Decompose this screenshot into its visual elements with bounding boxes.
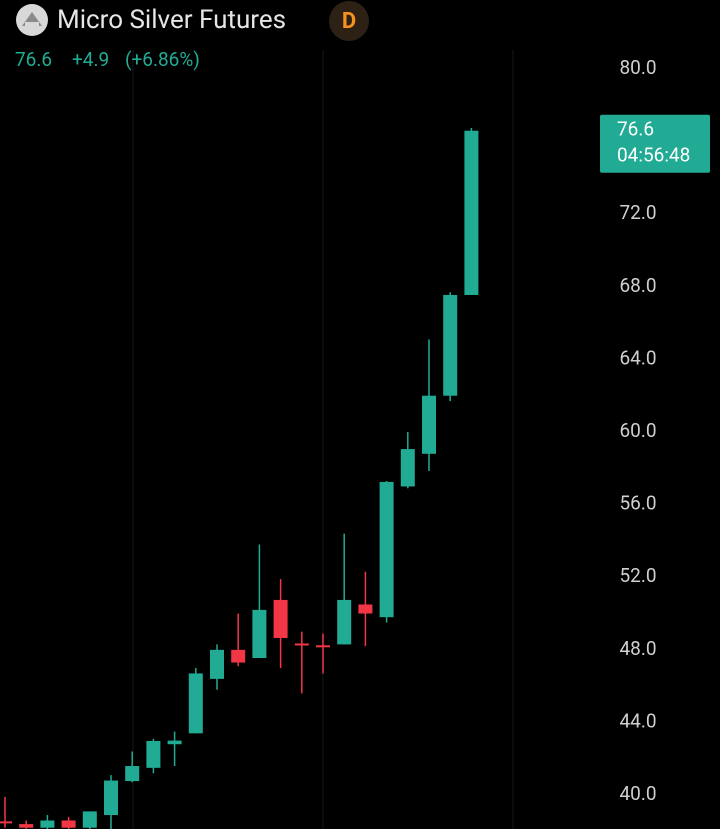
candle-body (316, 645, 330, 648)
candle-body (464, 130, 479, 295)
candle-body (167, 740, 182, 745)
interval-badge[interactable] (329, 1, 369, 41)
candle-body (125, 766, 140, 782)
candle-body (443, 294, 458, 396)
y-tick-label: 60.0 (619, 419, 656, 442)
y-tick-label: 48.0 (619, 637, 656, 660)
candle-body (231, 649, 246, 663)
y-tick-label: 72.0 (619, 201, 656, 224)
candle-body (104, 780, 118, 816)
candle-body (146, 740, 161, 768)
change: +4.9 (72, 48, 109, 71)
candle-body (422, 395, 436, 454)
candle-body (252, 609, 267, 659)
interval-label[interactable]: D (342, 9, 356, 34)
candle-body (0, 821, 12, 824)
change-percent: (+6.86%) (125, 48, 200, 71)
candle-body (40, 820, 55, 828)
y-tick-label: 40.0 (619, 782, 656, 805)
price-tag-countdown: 04:56:48 (617, 144, 690, 167)
candle-body (61, 820, 76, 828)
symbol-title: Micro Silver Futures (57, 5, 286, 35)
candle-body (400, 449, 415, 487)
candle-body (294, 643, 309, 646)
candle-body (210, 649, 224, 679)
candle-body (337, 599, 352, 645)
y-tick-label: 56.0 (619, 492, 656, 515)
y-tick-label: 44.0 (619, 709, 656, 732)
symbol-icon (16, 4, 48, 36)
candle-body (379, 481, 394, 618)
candle-body (82, 811, 97, 828)
candle-body (358, 604, 373, 614)
last-price: 76.6 (15, 48, 52, 71)
price-tag (600, 114, 710, 173)
y-tick-label: 64.0 (619, 346, 656, 369)
candle-body (273, 599, 288, 639)
candle-body (19, 824, 34, 828)
price-tag-value: 76.6 (617, 118, 654, 141)
candle-body (188, 673, 203, 734)
y-tick-label: 80.0 (619, 56, 656, 79)
y-tick-label: 52.0 (619, 564, 656, 587)
y-tick-label: 68.0 (619, 274, 656, 297)
